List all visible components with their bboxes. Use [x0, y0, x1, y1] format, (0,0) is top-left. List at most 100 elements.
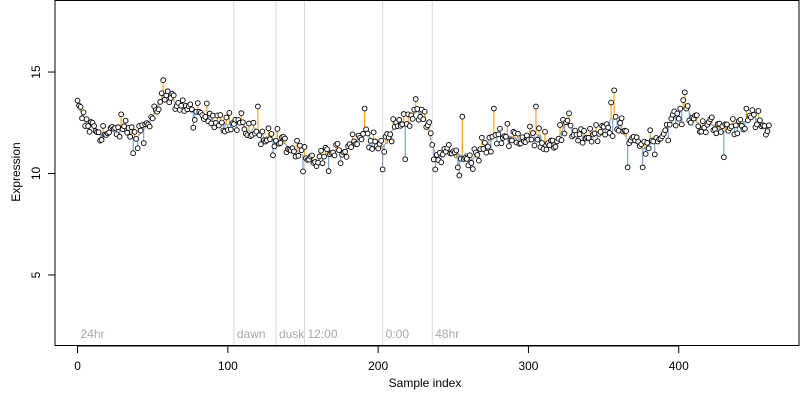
data-point [677, 105, 684, 112]
data-point [585, 134, 592, 141]
data-point [258, 141, 264, 148]
data-point [542, 128, 548, 135]
data-point [609, 133, 616, 139]
data-point [579, 139, 586, 146]
data-point [228, 126, 234, 133]
data-point [594, 138, 601, 145]
data-point [699, 118, 706, 124]
data-point [687, 119, 694, 126]
x-axis: 0 100 200 300 400 [74, 345, 689, 373]
data-point [672, 122, 679, 129]
data-point [295, 152, 302, 159]
data-point [388, 138, 395, 145]
data-point [639, 164, 646, 171]
data-point [506, 143, 512, 149]
data-point [504, 120, 511, 127]
data-point [301, 144, 308, 150]
data-point [250, 119, 257, 126]
data-point [429, 142, 436, 148]
data-point [463, 156, 470, 162]
data-point [297, 142, 303, 149]
data-point [190, 124, 197, 131]
data-point [445, 142, 452, 148]
data-point [268, 131, 275, 137]
data-point [611, 87, 617, 94]
phase-label: dawn [237, 327, 266, 341]
data-point [406, 123, 413, 129]
data-point [369, 146, 375, 152]
data-point [681, 89, 688, 96]
data-point [131, 129, 138, 135]
phase-label: 48hr [435, 327, 459, 341]
data-point [456, 172, 463, 179]
y-axis: 5 10 15 [29, 65, 56, 278]
data-point [684, 103, 691, 109]
data-point [91, 123, 97, 129]
data-point [158, 90, 165, 97]
data-point [757, 117, 763, 124]
data-point [539, 140, 545, 146]
phase-markers: 24hr dawn dusk 12:00 0:00 48hr [81, 1, 459, 346]
data-point [766, 122, 772, 129]
data-point [160, 77, 167, 83]
data-point [348, 144, 354, 150]
data-point [494, 140, 500, 147]
data-point [587, 125, 593, 132]
data-point [469, 166, 476, 172]
data-point [325, 168, 332, 175]
data-point [566, 110, 572, 117]
data-point [218, 119, 225, 126]
data-point [80, 109, 87, 116]
data-point [702, 129, 709, 136]
data-point [188, 106, 195, 113]
data-point [194, 100, 201, 106]
data-point [733, 122, 739, 129]
data-point [426, 119, 433, 126]
data-point [421, 108, 428, 115]
data-point [509, 137, 515, 144]
data-point [137, 127, 144, 134]
data-point [623, 128, 630, 134]
data-point [115, 124, 121, 130]
data-point [420, 116, 427, 123]
data-point [85, 123, 91, 129]
phase-label: dusk [279, 327, 305, 341]
data-point [543, 146, 550, 153]
data-point [724, 121, 730, 128]
data-point [246, 120, 252, 127]
data-point [294, 137, 300, 144]
data-point [485, 143, 491, 150]
data-point [170, 92, 177, 99]
data-point [291, 148, 297, 155]
x-tick-label: 400 [669, 359, 689, 373]
data-point [480, 146, 487, 152]
data-point [749, 107, 756, 113]
data-point [77, 104, 84, 110]
data-point [651, 151, 658, 158]
data-point [354, 141, 360, 147]
data-point [755, 108, 762, 114]
data-point [588, 138, 595, 145]
data-point [300, 168, 306, 175]
data-point [128, 124, 135, 130]
data-point [370, 129, 377, 136]
data-point [488, 148, 494, 155]
data-point [223, 114, 230, 121]
data-point [390, 116, 397, 122]
data-point [402, 156, 409, 163]
data-point [642, 151, 649, 157]
data-point [675, 115, 682, 122]
data-point [717, 129, 724, 135]
data-point [271, 143, 278, 150]
data-point [503, 133, 509, 140]
x-tick-label: 300 [518, 359, 538, 373]
data-point [430, 156, 437, 163]
data-point [226, 110, 233, 116]
data-point [751, 111, 757, 118]
data-point [187, 101, 194, 108]
data-point [202, 114, 209, 120]
data-point [483, 149, 490, 156]
data-point [315, 159, 321, 166]
data-point [83, 116, 90, 123]
